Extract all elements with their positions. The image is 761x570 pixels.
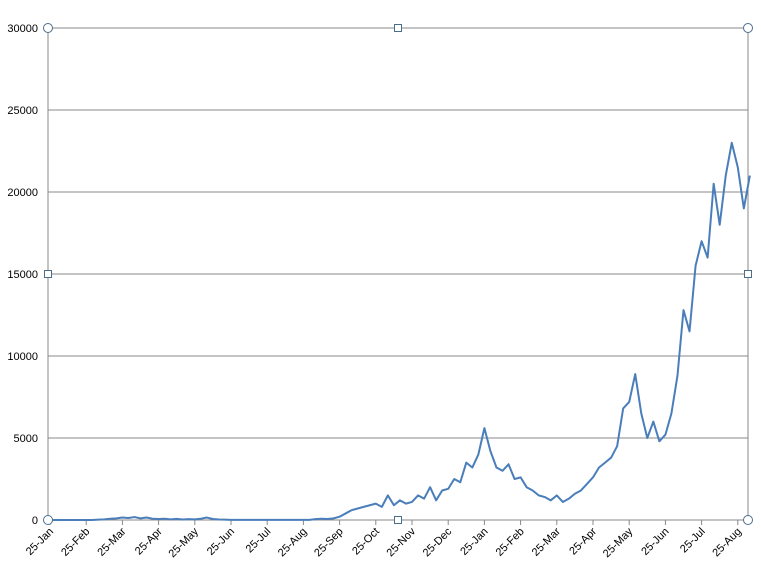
y-tick-label: 20000 <box>7 187 38 199</box>
x-tick-label: 25-Jan <box>458 526 490 558</box>
x-tick-label: 25-Jul <box>678 526 708 556</box>
y-tick-label: 0 <box>32 515 38 527</box>
y-tick-label: 30000 <box>7 23 38 35</box>
x-tick-label: 25-Aug <box>276 526 310 560</box>
x-tick-label: 25-Jun <box>205 526 237 558</box>
data-line <box>50 141 751 521</box>
y-tick-label: 25000 <box>7 105 38 117</box>
x-tick-label: 25-Feb <box>494 526 527 559</box>
x-tick-label: 25-Feb <box>59 526 92 559</box>
x-tick-label: 25-Apr <box>133 525 165 557</box>
x-tick-label: 25-Oct <box>350 526 382 558</box>
x-tick-label: 25-Dec <box>421 525 455 559</box>
x-tick-label: 25-May <box>601 525 636 560</box>
x-tick-label: 25-Nov <box>385 525 419 559</box>
x-tick-label: 25-Jan <box>24 526 56 558</box>
x-tick-label: 25-May <box>166 525 201 560</box>
x-tick-label: 25-Sep <box>312 526 346 560</box>
x-tick-label: 25-Mar <box>95 525 128 558</box>
x-tick-label: 25-Aug <box>710 526 744 560</box>
y-tick-label: 5000 <box>14 433 38 445</box>
x-tick-label: 25-Mar <box>530 525 563 558</box>
y-tick-label: 10000 <box>7 351 38 363</box>
x-tick-label: 25-Jul <box>244 526 274 556</box>
x-tick-label: 25-Jun <box>639 526 671 558</box>
x-tick-label: 25-Apr <box>567 525 599 557</box>
y-tick-label: 15000 <box>7 269 38 281</box>
